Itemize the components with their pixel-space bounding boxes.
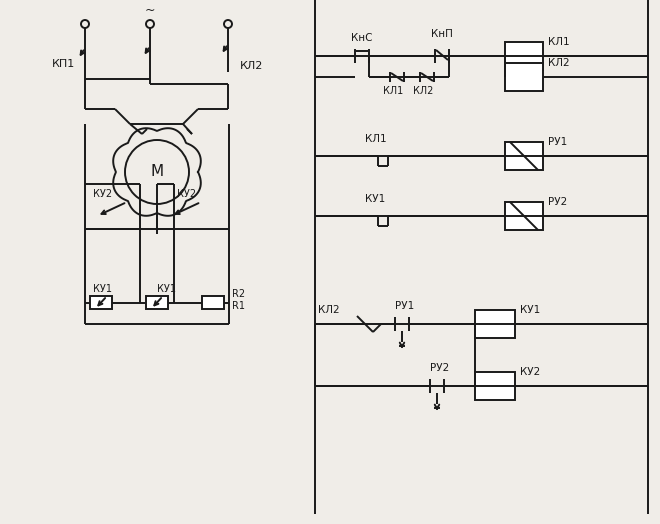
Text: КУ1: КУ1	[94, 284, 112, 294]
Text: КЛ1: КЛ1	[548, 37, 570, 47]
Text: РУ2: РУ2	[430, 363, 449, 373]
Text: КП1: КП1	[52, 59, 75, 69]
Text: М: М	[150, 165, 164, 180]
Bar	[475, 310, 515, 338]
Bar	[505, 202, 543, 230]
Text: КЛ2: КЛ2	[548, 58, 570, 68]
Text: ~: ~	[145, 4, 155, 16]
Text: КЛ1: КЛ1	[383, 86, 403, 96]
Text: КнП: КнП	[431, 29, 453, 39]
Text: КЛ2: КЛ2	[318, 305, 340, 315]
Text: РУ2: РУ2	[548, 197, 567, 207]
Text: КнС: КнС	[351, 33, 373, 43]
Text: КУ1: КУ1	[520, 305, 541, 315]
Bar	[90, 296, 112, 309]
Text: КУ1: КУ1	[365, 194, 385, 204]
Text: КУ2: КУ2	[94, 189, 113, 199]
Text: КЛ1: КЛ1	[365, 134, 387, 144]
Bar	[505, 142, 543, 170]
Text: РУ1: РУ1	[395, 301, 414, 311]
Text: КУ2: КУ2	[520, 367, 541, 377]
Bar	[505, 63, 543, 91]
Bar	[146, 296, 168, 309]
Text: R1: R1	[232, 301, 245, 311]
Text: R2: R2	[232, 289, 245, 299]
Text: КУ1: КУ1	[158, 284, 176, 294]
Bar	[202, 296, 224, 309]
Bar	[505, 42, 543, 70]
Text: КЛ2: КЛ2	[412, 86, 433, 96]
Text: КУ2: КУ2	[178, 189, 197, 199]
Bar	[475, 372, 515, 400]
Text: РУ1: РУ1	[548, 137, 567, 147]
Text: КЛ2: КЛ2	[240, 61, 263, 71]
